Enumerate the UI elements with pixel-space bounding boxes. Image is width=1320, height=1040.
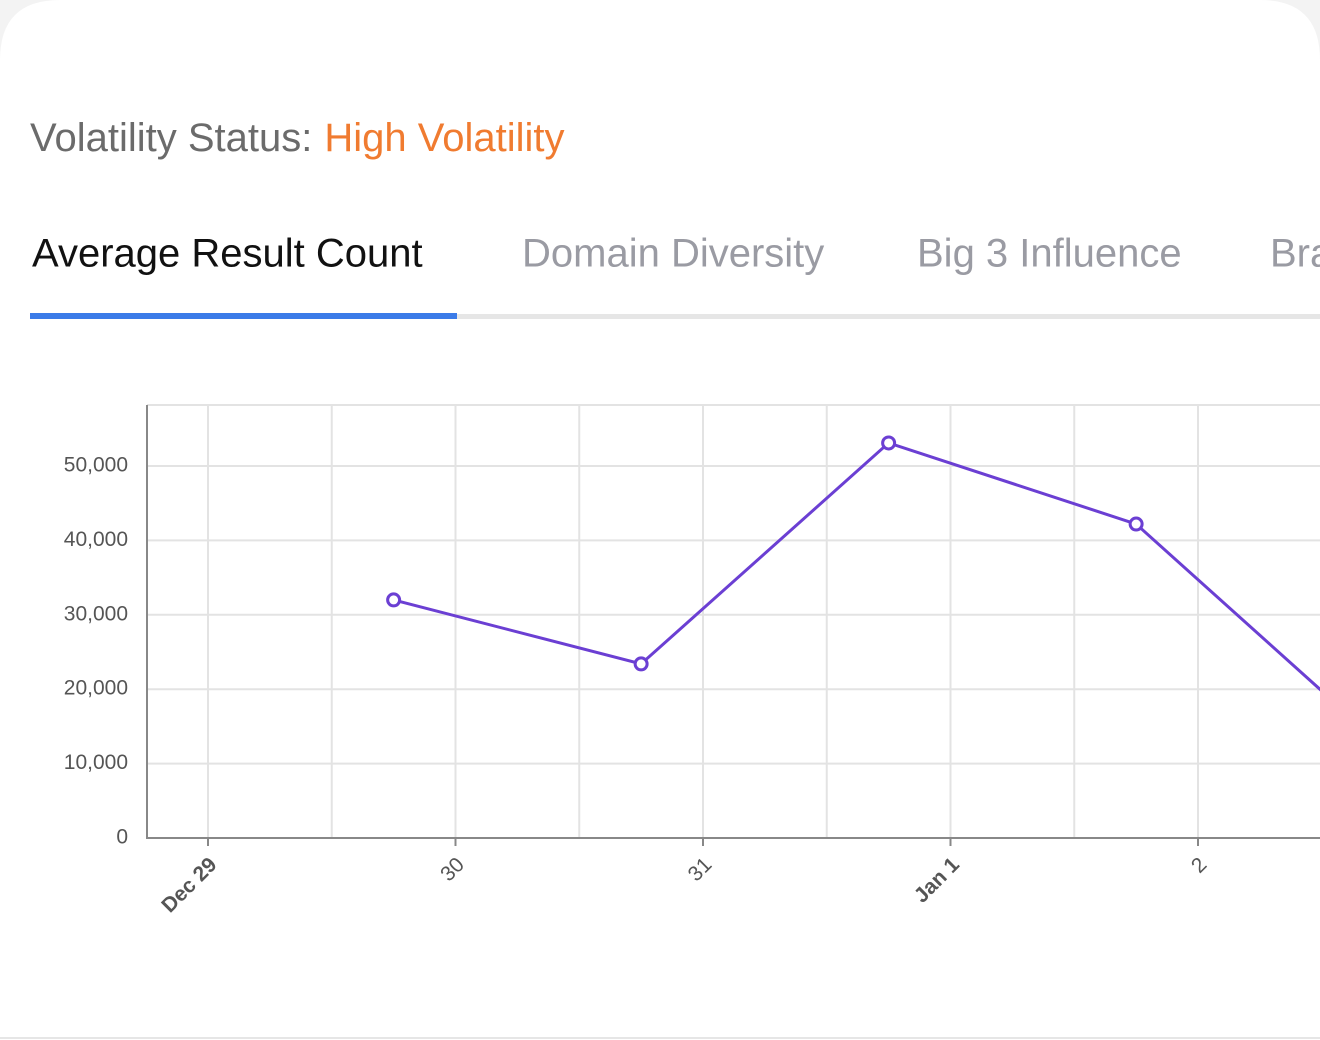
status-value: High Volatility: [324, 116, 564, 160]
y-tick-label: 40,000: [64, 528, 128, 551]
tab[interactable]: Big 3 Influence: [917, 232, 1182, 276]
y-tick-label: 30,000: [64, 602, 128, 625]
tab[interactable]: Average Result Count: [32, 232, 423, 276]
tab-indicator: [30, 313, 457, 319]
y-tick-label: 0: [116, 826, 128, 849]
y-tick-label: 10,000: [64, 751, 128, 774]
tab[interactable]: Domain Diversity: [522, 232, 824, 276]
point: [1128, 516, 1144, 532]
status: Volatility Status: High Volatility: [30, 116, 565, 160]
tab-track: [30, 314, 1320, 319]
point: [386, 592, 402, 608]
point: [881, 435, 897, 451]
tab[interactable]: Bra: [1270, 232, 1320, 276]
y-tick-label: 20,000: [64, 677, 128, 700]
point: [633, 656, 649, 672]
y-tick-label: 50,000: [64, 454, 128, 477]
status-label: Volatility Status:: [30, 116, 312, 160]
